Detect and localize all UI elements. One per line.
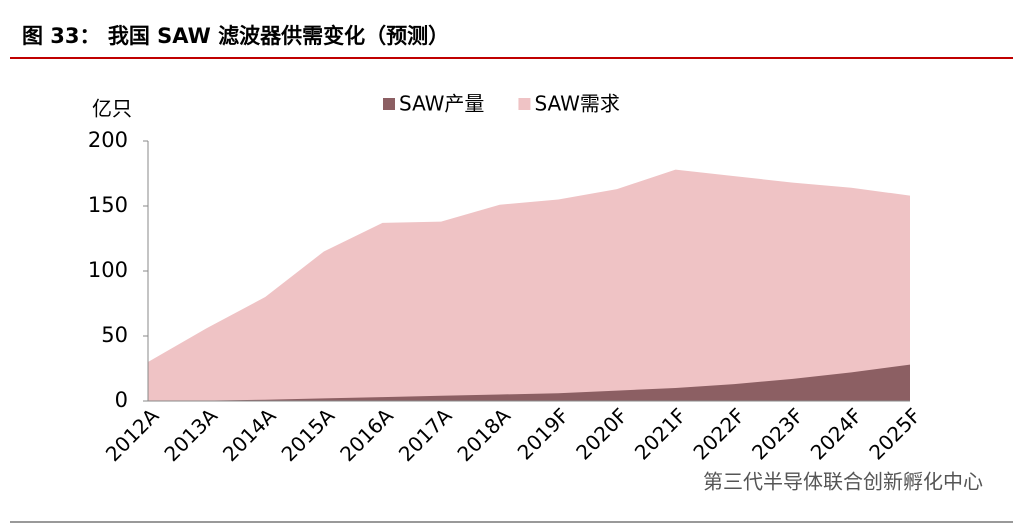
watermark: 第三代半导体联合创新孵化中心 bbox=[703, 470, 983, 494]
y-axis-label: 亿只 bbox=[92, 97, 132, 121]
x-tick-label: 2013A bbox=[159, 403, 222, 466]
y-tick-label: 0 bbox=[115, 388, 128, 412]
x-tick-label: 2015A bbox=[277, 403, 340, 466]
y-tick-label: 200 bbox=[88, 128, 128, 152]
x-tick-label: 2023F bbox=[747, 403, 808, 464]
legend-label: SAW产量 bbox=[399, 92, 484, 116]
legend-label: SAW需求 bbox=[534, 92, 619, 116]
x-tick-label: 2025F bbox=[864, 403, 925, 464]
y-tick-label: 100 bbox=[88, 258, 128, 282]
legend-swatch bbox=[383, 98, 395, 110]
y-tick-label: 150 bbox=[88, 193, 128, 217]
x-tick-label: 2016A bbox=[335, 403, 398, 466]
x-tick-label: 2022F bbox=[688, 403, 749, 464]
legend-swatch bbox=[518, 98, 531, 110]
x-tick-label: 2014A bbox=[218, 403, 281, 466]
x-tick-label: 2019F bbox=[513, 403, 574, 464]
area bbox=[148, 364, 910, 401]
x-tick-label: 2012A bbox=[101, 403, 164, 466]
y-tick-label: 50 bbox=[101, 323, 128, 347]
chart-title: 图 33： 我国 SAW 滤波器供需变化（预测） bbox=[22, 24, 449, 48]
area bbox=[148, 169, 910, 401]
x-tick-label: 2020F bbox=[571, 403, 632, 464]
x-tick-label: 2021F bbox=[630, 403, 691, 464]
x-tick-label: 2018A bbox=[452, 403, 515, 466]
x-tick-label: 2017A bbox=[394, 403, 457, 466]
x-tick-label: 2024F bbox=[806, 403, 867, 464]
